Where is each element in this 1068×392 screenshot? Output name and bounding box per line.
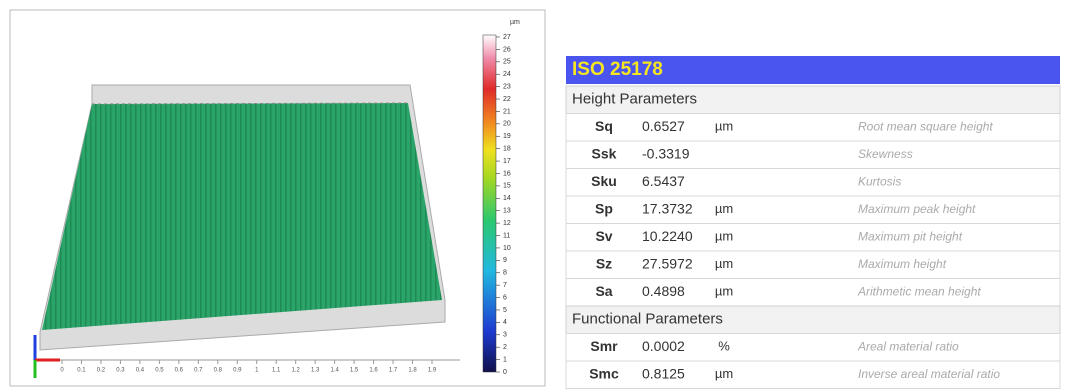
colorbar-tick-label: 25 [503, 59, 511, 66]
colorbar-tick-label: 11 [503, 232, 510, 239]
colorbar-tick-label: 23 [503, 83, 511, 90]
x-tick-label: 1.2 [292, 368, 301, 374]
x-tick-label: 1.4 [330, 368, 339, 374]
x-tick-label: 0.2 [97, 368, 106, 374]
param-unit: µm [715, 201, 733, 216]
param-symbol: Sa [595, 283, 612, 299]
x-tick-label: 1.1 [272, 368, 281, 374]
colorbar-tick-label: 0 [503, 369, 507, 376]
colorbar-tick-label: 5 [503, 307, 507, 314]
table-row [566, 169, 1060, 197]
param-unit: µm [715, 229, 733, 244]
colorbar-tick-label: 20 [503, 121, 511, 128]
x-tick-label: 1.7 [389, 368, 398, 374]
param-unit: % [718, 339, 730, 354]
x-tick-label: 0.9 [233, 368, 242, 374]
x-tick-label: 0.3 [116, 368, 125, 374]
param-symbol: Smr [590, 338, 618, 354]
colorbar-tick-label: 27 [503, 34, 511, 41]
colorbar-tick-label: 17 [503, 158, 511, 165]
x-tick-label: 1.6 [369, 368, 378, 374]
colorbar-tick-label: 2 [503, 344, 507, 351]
colorbar-tick-label: 9 [503, 257, 507, 264]
param-unit: µm [715, 366, 733, 381]
param-value: 10.2240 [642, 228, 693, 244]
colorbar-tick-label: 19 [503, 133, 511, 140]
param-description: Kurtosis [858, 174, 901, 188]
table-row [566, 196, 1060, 224]
param-unit: µm [715, 119, 733, 134]
param-unit: µm [715, 256, 733, 271]
param-value: 6.5437 [642, 173, 685, 189]
param-symbol: Sku [591, 173, 617, 189]
param-description: Arithmetic mean height [857, 284, 981, 298]
param-description: Maximum height [858, 257, 947, 271]
table-title: ISO 25178 [572, 59, 663, 80]
colorbar-tick-label: 26 [503, 46, 511, 53]
section-heading: Functional Parameters [572, 311, 723, 328]
table-row [566, 334, 1060, 362]
param-value: 17.3732 [642, 200, 693, 216]
x-tick-label: 0.5 [155, 368, 164, 374]
colorbar-tick-label: 4 [503, 319, 507, 326]
param-symbol: Sq [595, 118, 613, 134]
x-tick-label: 1.3 [311, 368, 320, 374]
x-tick-label: 0.8 [214, 368, 223, 374]
param-value: 0.8125 [642, 365, 685, 381]
x-tick-label: 0.4 [136, 368, 145, 374]
param-unit: µm [715, 284, 733, 299]
screen: µm ISO 25178 012345678910111213141516171… [0, 0, 1068, 392]
colorbar-tick-label: 8 [503, 270, 507, 277]
param-symbol: Sz [596, 255, 612, 271]
colorbar [483, 35, 496, 372]
param-value: -0.3319 [642, 145, 690, 161]
param-description: Maximum peak height [858, 202, 976, 216]
param-symbol: Sp [595, 200, 613, 216]
surface [42, 103, 442, 330]
colorbar-tick-label: 24 [503, 71, 511, 78]
param-symbol: Sv [595, 228, 612, 244]
table-row [566, 279, 1060, 307]
param-description: Areal material ratio [857, 339, 959, 353]
param-symbol: Ssk [592, 145, 617, 161]
colorbar-tick-label: 6 [503, 294, 507, 301]
colorbar-tick-label: 22 [503, 96, 511, 103]
x-tick-label: 1.8 [408, 368, 417, 374]
param-value: 0.0002 [642, 338, 685, 354]
param-value: 0.4898 [642, 283, 685, 299]
colorbar-tick-label: 21 [503, 108, 511, 115]
x-tick-label: 0.7 [194, 368, 203, 374]
colorbar-tick-label: 14 [503, 195, 511, 202]
x-tick-label: 0.6 [175, 368, 184, 374]
colorbar-tick-label: 3 [503, 332, 507, 339]
x-tick-label: 1.9 [428, 368, 437, 374]
param-description: Skewness [858, 147, 913, 161]
param-symbol: Smc [589, 365, 619, 381]
param-description: Maximum pit height [858, 229, 963, 243]
x-tick-label: 1.5 [350, 368, 359, 374]
colorbar-unit: µm [510, 19, 520, 26]
section-heading: Height Parameters [572, 91, 697, 108]
param-description: Inverse areal material ratio [858, 367, 1000, 381]
table-row [566, 141, 1060, 169]
colorbar-tick-label: 13 [503, 208, 511, 215]
table-row [566, 224, 1060, 252]
colorbar-tick-label: 16 [503, 170, 511, 177]
colorbar-tick-label: 10 [503, 245, 511, 252]
table-row [566, 251, 1060, 279]
colorbar-tick-label: 1 [503, 356, 507, 363]
param-value: 27.5972 [642, 255, 693, 271]
page: µm ISO 25178 012345678910111213141516171… [0, 0, 1068, 392]
colorbar-tick-label: 15 [503, 183, 511, 190]
param-description: Root mean square height [858, 119, 993, 133]
x-tick-label: 0.1 [77, 368, 86, 374]
param-value: 0.6527 [642, 118, 685, 134]
colorbar-tick-label: 12 [503, 220, 511, 227]
colorbar-tick-label: 7 [503, 282, 507, 289]
colorbar-tick-label: 18 [503, 146, 511, 153]
